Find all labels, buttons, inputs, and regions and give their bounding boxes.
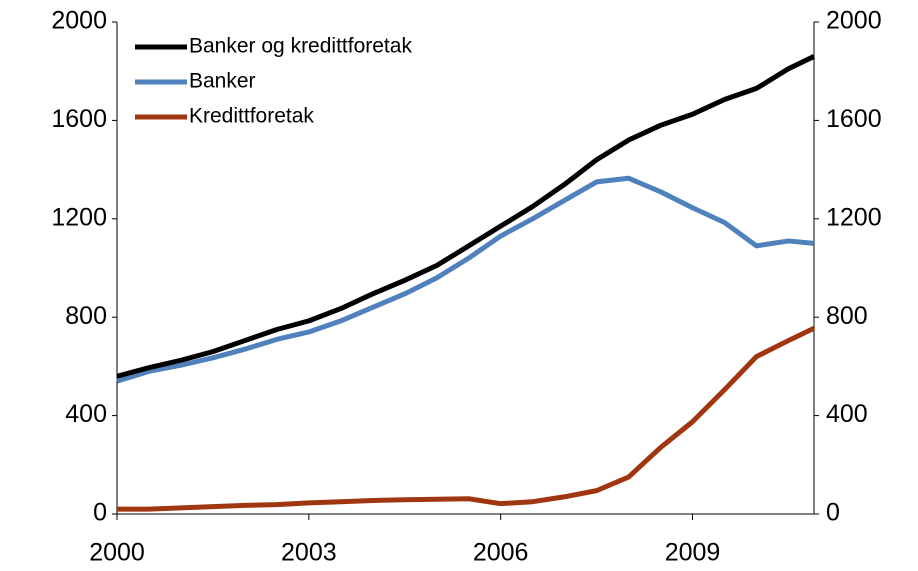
y-tick-label: 800	[65, 302, 107, 330]
legend-label: Kredittforetak	[189, 105, 314, 128]
y2-tick-label: 0	[826, 499, 840, 527]
x-tick-label: 2006	[473, 539, 529, 567]
y2-tick-label: 400	[826, 400, 868, 428]
y2-tick-label: 1200	[826, 203, 882, 231]
y2-tick-label: 1600	[826, 105, 882, 133]
y-tick-label: 400	[65, 400, 107, 428]
y2-tick-label: 2000	[826, 7, 882, 35]
y-tick-label: 2000	[51, 7, 107, 35]
y-tick-label: 1200	[51, 203, 107, 231]
data-line	[117, 326, 816, 512]
x-tick-label: 2000	[89, 539, 145, 567]
y2-tick-label: 800	[826, 302, 868, 330]
legend-label: Banker	[189, 70, 256, 93]
x-tick-label: 2009	[665, 539, 721, 567]
y-tick-label: 0	[93, 499, 107, 527]
x-tick-label: 2003	[281, 539, 337, 567]
data-line	[116, 54, 816, 379]
y-tick-label: 1600	[51, 105, 107, 133]
data-line	[116, 175, 815, 384]
legend-label: Banker og kredittforetak	[189, 35, 412, 58]
